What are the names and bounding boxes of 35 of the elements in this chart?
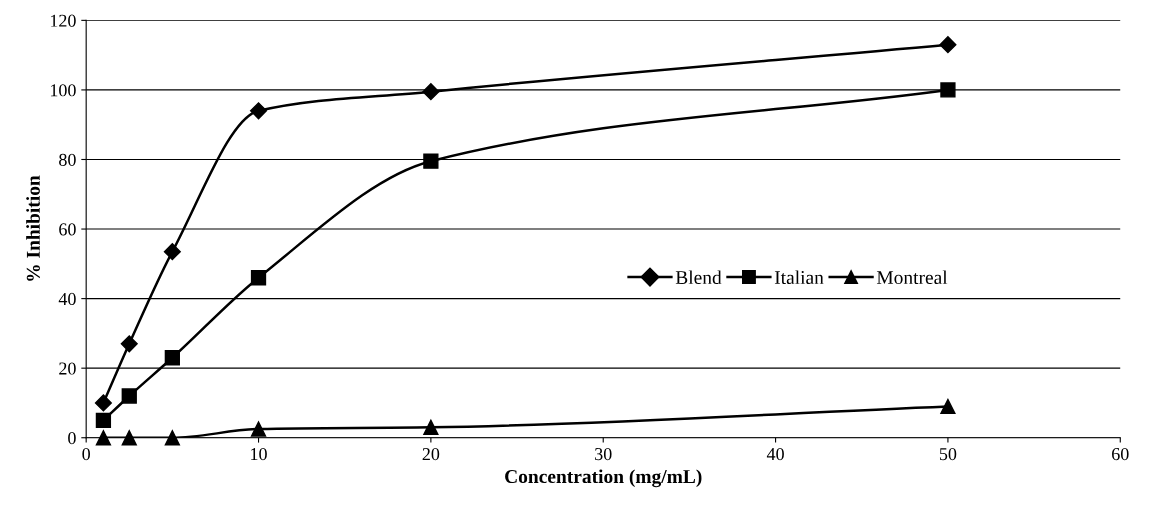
y-tick-label: 100 [50,84,76,97]
legend-label: Blend [675,270,722,285]
legend-label: Montreal [876,270,948,285]
point [940,398,956,415]
legend-label: Italian [774,270,824,285]
point [95,412,112,428]
x-tick-label: 0 [82,447,90,461]
x-tick-label: 10 [251,447,267,461]
y-axis-title: % Inhibition [26,175,40,281]
y-tick-label: 20 [59,362,76,375]
point [423,153,439,169]
point [250,270,267,286]
y-tick-label: 60 [59,223,76,236]
y-tick-label: 0 [68,432,76,445]
point [250,421,267,437]
y-tick-label: 80 [59,153,76,166]
x-tick-label: 20 [422,447,440,461]
y-tick-label: 40 [58,292,76,306]
point [422,83,440,101]
point [164,350,180,366]
point [120,335,138,353]
point [423,419,439,435]
point [163,243,181,261]
point [249,102,268,120]
x-tick-label: 50 [939,447,957,461]
x-tick-label: 30 [595,447,612,461]
point [940,82,956,98]
x-axis-title: Concentration (mg/mL) [505,469,702,488]
x-tick-label: 60 [1112,447,1129,461]
point [95,430,112,446]
x-tick-label: 40 [766,447,784,461]
point [94,394,112,412]
point [121,388,137,404]
y-tick-label: 120 [50,14,76,27]
point [939,36,957,54]
